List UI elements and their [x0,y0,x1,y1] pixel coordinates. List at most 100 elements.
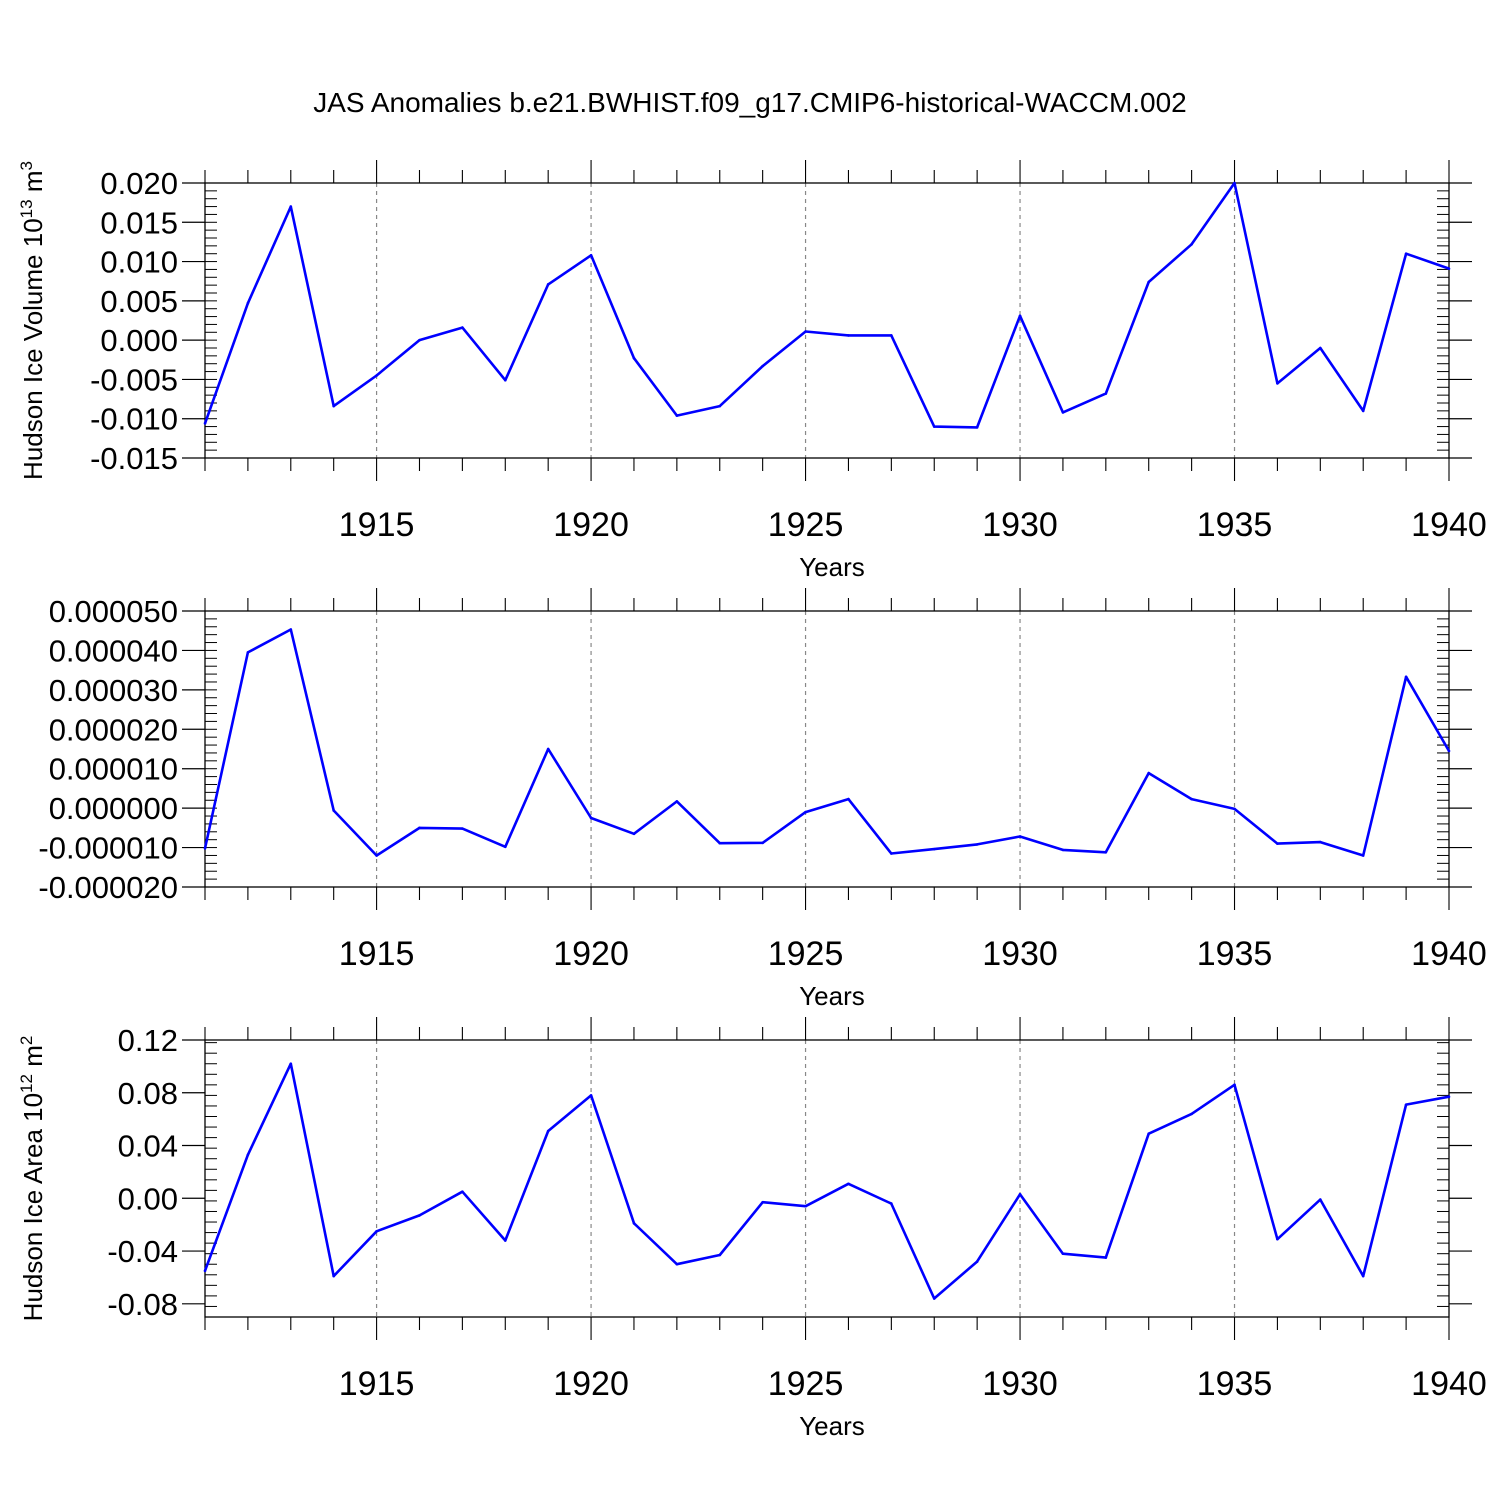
data-point [375,1229,378,1233]
x-tick-label: 1935 [1197,1365,1273,1403]
y-tick-label: -0.04 [107,1234,178,1269]
data-point [675,414,679,417]
y-tick-label: 0.000050 [49,594,178,629]
data-point [1061,1252,1065,1255]
data-point [1233,1083,1236,1087]
data-point [975,843,979,846]
data-point [418,1214,421,1217]
data-point [1018,835,1022,838]
y-tick-label: -0.000020 [38,870,178,905]
y-tick-label: 0.000010 [49,752,178,787]
data-point [975,1260,979,1263]
plot-frame [204,182,1450,459]
data-point [375,374,378,377]
data-point [246,1153,250,1157]
y-tick-label: 0.12 [118,1023,178,1058]
data-point [632,356,636,360]
series-line-ice-area [203,1062,1450,1300]
data-point [890,852,893,855]
x-tick-label: 1925 [768,1365,844,1403]
data-point [632,832,636,836]
data-point [418,338,421,342]
y-tick-label: -0.015 [90,441,178,476]
data-point [289,628,293,631]
panel-ice-area: -0.08 -0.04 0.00 0.04 0.08 0.12 1915 1920 1925 19… [17,1017,1487,1441]
x-tick-label: 1940 [1411,506,1487,544]
data-point [461,827,464,830]
data-point [1190,242,1193,246]
data-point [1061,848,1065,852]
data-point [589,1094,593,1097]
data-point [1276,382,1279,385]
data-point [1061,411,1065,414]
data-point [1147,771,1151,775]
panel-ice-volume: -0.015 -0.010 -0.005 0.000 0.005 0.010 0.015 0.… [17,160,1487,582]
y-tick-label: 0.000 [100,323,178,358]
data-point [546,283,550,286]
y-tick-label: 0.04 [118,1129,178,1164]
data-point [975,426,979,429]
data-point [1447,1095,1451,1099]
data-point [1361,854,1365,857]
x-tick-label: 1915 [339,1365,415,1403]
x-tick-label: 1920 [553,506,629,544]
data-point [1447,267,1451,270]
data-point [589,816,593,820]
data-point [804,810,807,814]
x-tick-label: 1925 [768,506,844,544]
data-point [932,1297,936,1300]
data-point [1233,807,1236,811]
data-point [675,800,679,803]
data-point [718,1253,722,1257]
data-point [761,1200,764,1204]
data-point [847,1182,850,1186]
data-point [847,797,850,801]
data-point [890,1202,893,1205]
data-point [1319,1198,1322,1201]
data-point [203,422,207,425]
y-tick-label: -0.000010 [38,831,178,866]
data-point [461,326,464,329]
y-tick-label: -0.010 [90,402,178,437]
data-point [804,330,807,333]
x-tick-label: 1935 [1197,506,1273,544]
x-tick-label: 1935 [1197,935,1273,973]
y-tick-label: 0.000040 [49,633,178,668]
y-tick-label: 0.000030 [49,673,178,708]
panel-ice-thickness: -0.000020 -0.000010 0.000000 0.000010 0.0000… [38,588,1487,1011]
x-tick-label: 1915 [339,506,415,544]
data-point [675,1262,679,1266]
data-point [203,847,207,850]
data-point [503,845,507,849]
data-point [1104,392,1108,395]
data-point [761,364,764,368]
data-point [1104,1256,1108,1259]
data-point [718,404,722,408]
data-point [1018,1193,1022,1196]
data-point [1147,1132,1151,1135]
y-tick-label: 0.08 [118,1076,178,1111]
x-tick-label: 1930 [982,935,1058,973]
x-tick-label: 1930 [982,506,1058,544]
data-point [1147,280,1151,284]
data-point [246,651,250,654]
y-tick-label: 0.020 [100,166,178,201]
series-line-ice-volume [203,181,1450,429]
data-point [1404,1103,1408,1106]
data-point [1361,409,1365,413]
data-point [932,425,936,428]
x-axis-label: Years [799,552,865,582]
data-point [1319,346,1322,350]
y-tick-label: 0.00 [118,1181,178,1216]
y-axis-label: Hudson Ice Volume 1013 m3 [17,161,48,480]
data-point [1190,797,1193,801]
data-point [1104,851,1108,854]
data-point [1319,840,1322,844]
series-line-ice-thickness [203,628,1451,857]
data-point [1018,314,1022,318]
data-point [203,1269,207,1273]
data-point [461,1190,464,1193]
data-point [718,841,722,845]
